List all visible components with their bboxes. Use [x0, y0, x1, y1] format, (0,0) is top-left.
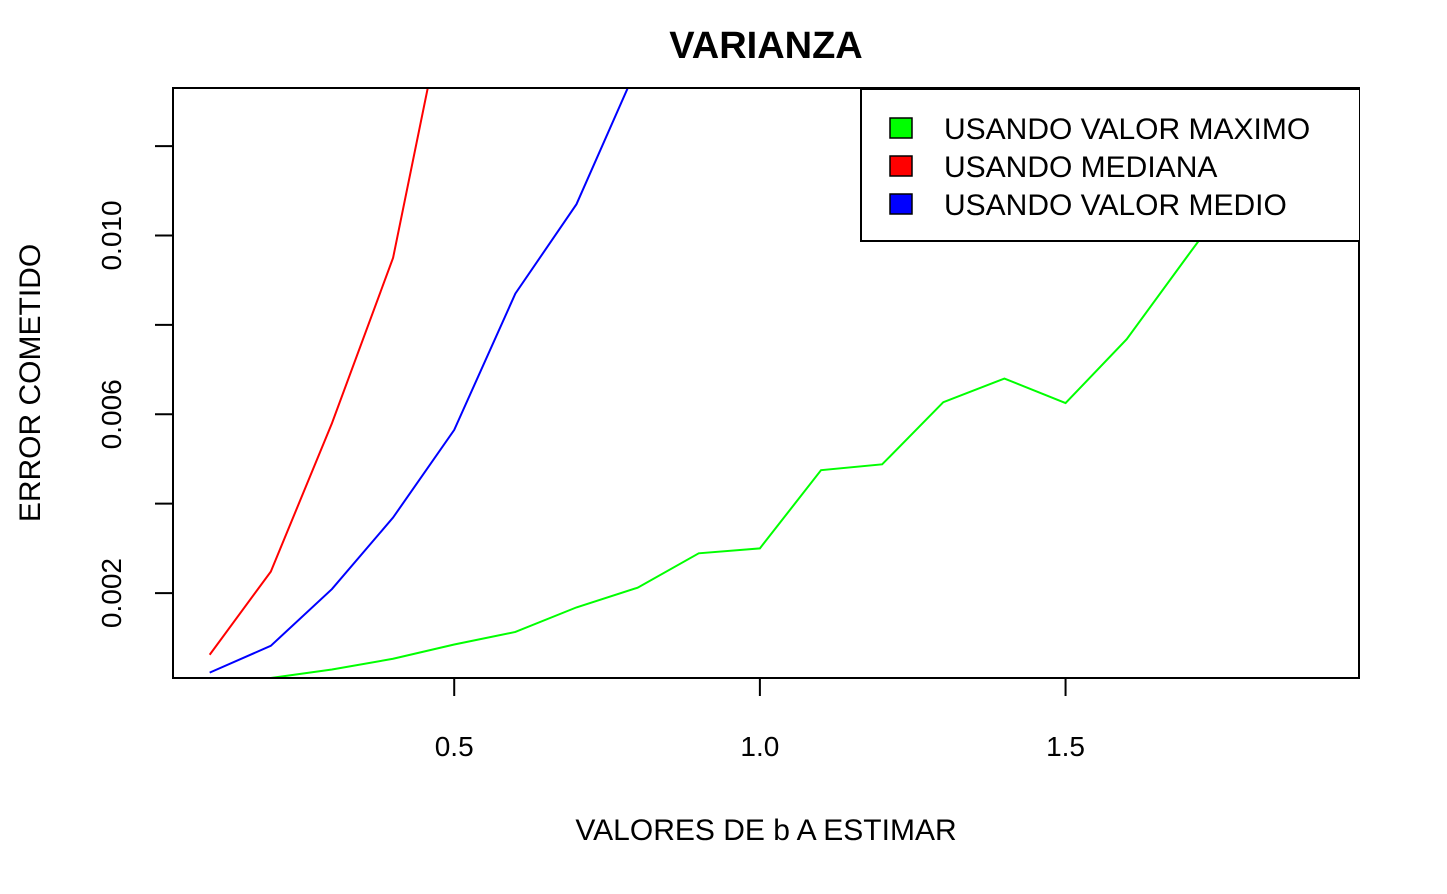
legend: USANDO VALOR MAXIMO USANDO MEDIANA USANDO … — [860, 88, 1359, 242]
y-tick-label: 0.010 — [96, 200, 127, 270]
legend-label: USANDO MEDIANA — [944, 151, 1217, 184]
x-tick-label: 0.5 — [435, 731, 474, 762]
legend-swatch — [889, 155, 913, 177]
x-tick-label: 1.0 — [740, 731, 779, 762]
series-line-0 — [243, 172, 1250, 678]
legend-box — [860, 88, 1359, 242]
y-tick-label: 0.006 — [96, 379, 127, 449]
series-line-1 — [208, 88, 429, 656]
series-layer — [208, 88, 1250, 678]
y-axis-label: ERROR COMETIDO — [14, 244, 47, 522]
x-axis: 0.5 1.0 1.5 — [435, 677, 1085, 762]
y-tick-label: 0.002 — [96, 558, 127, 628]
legend-swatch — [889, 117, 913, 139]
series-line-2 — [209, 88, 629, 674]
legend-swatch — [889, 193, 913, 215]
y-axis: 0.002 0.006 0.010 — [96, 145, 174, 628]
legend-label: USANDO VALOR MAXIMO — [944, 113, 1310, 146]
chart-title: VARIANZA — [669, 25, 863, 67]
x-axis-label: VALORES DE b A ESTIMAR — [575, 814, 956, 847]
x-tick-label: 1.5 — [1046, 731, 1085, 762]
legend-label: USANDO VALOR MEDIO — [944, 189, 1287, 222]
